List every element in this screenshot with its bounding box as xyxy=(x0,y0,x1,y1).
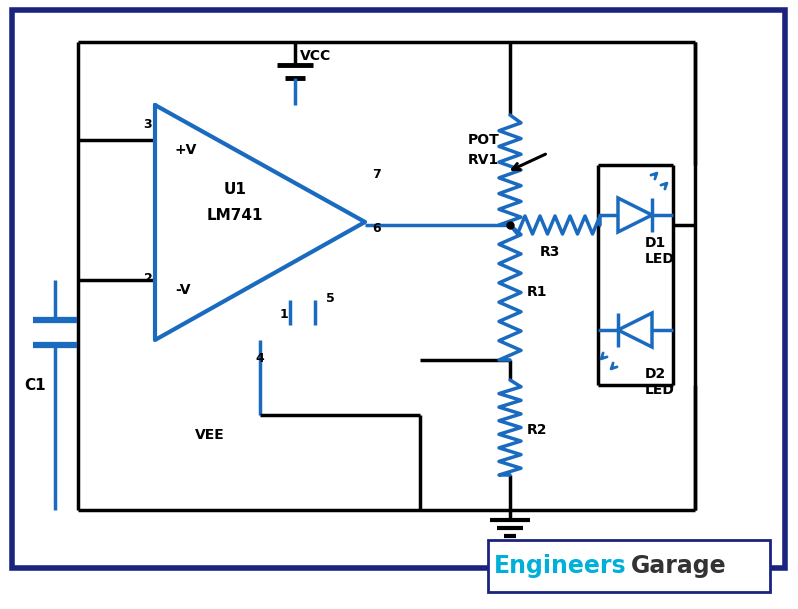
Text: 2: 2 xyxy=(144,272,152,284)
Text: LM741: LM741 xyxy=(207,208,263,222)
Text: 3: 3 xyxy=(144,119,152,132)
Text: Engineers: Engineers xyxy=(495,554,627,578)
Text: 1: 1 xyxy=(279,309,288,322)
Text: VEE: VEE xyxy=(196,428,225,442)
Text: 7: 7 xyxy=(372,169,381,181)
Text: 5: 5 xyxy=(326,292,334,304)
Text: -V: -V xyxy=(175,283,191,297)
Bar xyxy=(488,540,770,592)
Text: 4: 4 xyxy=(255,351,264,365)
Text: R3: R3 xyxy=(539,245,560,259)
Text: D2: D2 xyxy=(645,367,666,381)
Text: Garage: Garage xyxy=(631,554,727,578)
Text: D1: D1 xyxy=(645,236,666,250)
Text: LED: LED xyxy=(645,252,675,266)
Text: U1: U1 xyxy=(223,183,247,197)
Text: 6: 6 xyxy=(372,222,381,234)
Text: RV1: RV1 xyxy=(468,153,500,167)
Text: R2: R2 xyxy=(527,423,547,437)
Text: LED: LED xyxy=(645,383,675,397)
Text: POT: POT xyxy=(468,133,500,147)
Text: VCC: VCC xyxy=(300,49,331,63)
Text: C1: C1 xyxy=(24,378,45,392)
Text: R1: R1 xyxy=(527,285,547,299)
Text: +V: +V xyxy=(175,143,197,157)
